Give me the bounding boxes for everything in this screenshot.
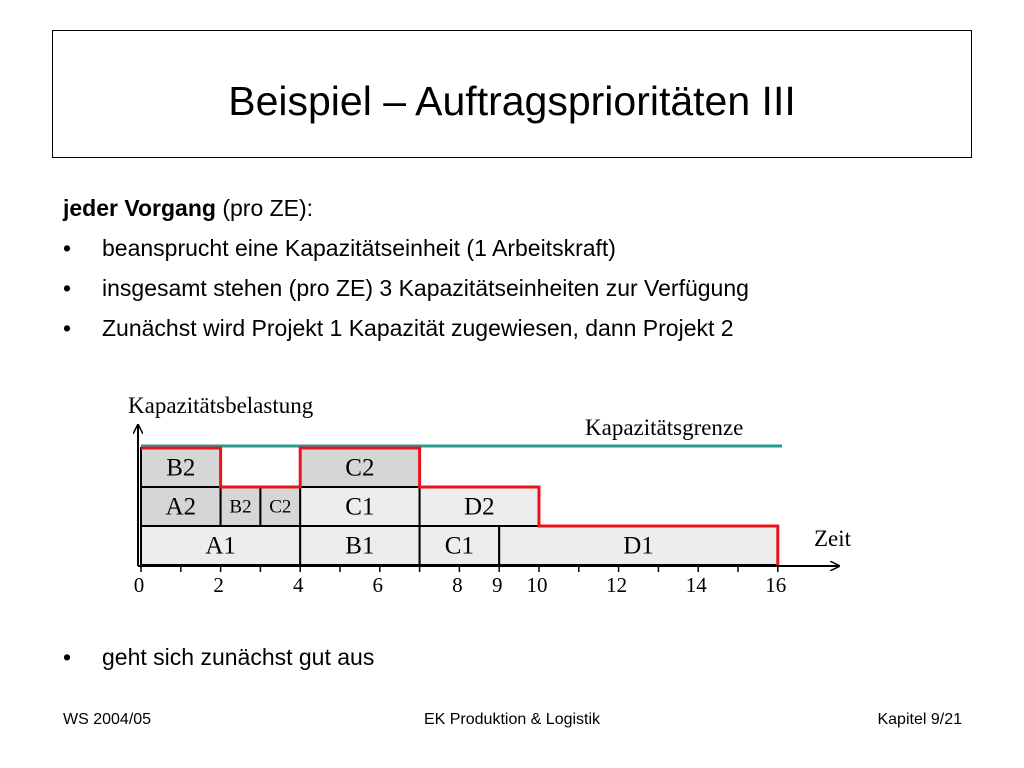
bullet-text: beansprucht eine Kapazitätseinheit (1 Ar… — [102, 235, 616, 261]
lines-layer — [141, 444, 782, 565]
block-label: B2 — [229, 497, 251, 518]
block-label: A1 — [205, 533, 236, 560]
x-tick-label: 9 — [492, 573, 503, 597]
bullet-text: geht sich zunächst gut aus — [102, 644, 375, 670]
capacity-label: Kapazitätsgrenze — [585, 415, 743, 440]
x-tick-label: 6 — [373, 573, 384, 597]
capacity-diagram: A1 B1 C1 D1 A2 B2 C2 C1 D2 B2 C2 0 2 4 6 8 9 10 12 14 16 Ka… — [128, 393, 852, 597]
bullet-item: • geht sich zunächst gut aus — [63, 642, 374, 672]
block-label: A2 — [166, 494, 197, 521]
intro-bold: jeder Vorgang — [63, 195, 216, 221]
x-tick-label: 2 — [213, 573, 224, 597]
block-label: C1 — [445, 533, 474, 560]
block-label: C1 — [345, 494, 374, 521]
bullet-text: insgesamt stehen (pro ZE) 3 Kapazitätsei… — [102, 275, 749, 301]
footer-left: WS 2004/05 — [63, 711, 152, 728]
block-label: D1 — [623, 533, 654, 560]
title-box: Beispiel – Auftragsprioritäten III — [52, 30, 972, 158]
bullet-item: • beansprucht eine Kapazitätseinheit (1 A… — [63, 233, 749, 263]
bullet-list-bottom: • geht sich zunächst gut aus — [63, 642, 374, 682]
block-a1-level-0 — [140, 525, 302, 566]
x-tick-label: 8 — [452, 573, 463, 597]
bullet-list: • beansprucht eine Kapazitätseinheit (1 A… — [63, 233, 749, 353]
block-b2-level-2 — [140, 447, 222, 488]
bullet-dot: • — [63, 275, 72, 301]
bullet-item: • Zunächst wird Projekt 1 Kapazität zugew… — [63, 313, 749, 343]
bullet-dot: • — [63, 235, 72, 261]
block-c2-level-1 — [259, 486, 302, 527]
x-tick-label: 10 — [527, 573, 548, 597]
x-tick-label: 0 — [134, 573, 145, 597]
x-tick-label: 12 — [606, 573, 627, 597]
axis-layer: 0 2 4 6 8 9 10 12 14 16 — [134, 426, 838, 597]
page-title: Beispiel – Auftragsprioritäten III — [228, 78, 796, 124]
block-label: C2 — [345, 455, 374, 482]
x-tick-label: 14 — [686, 573, 708, 597]
block-d2-level-1 — [418, 486, 541, 527]
bullet-text: Zunächst wird Projekt 1 Kapazität zugewi… — [102, 315, 734, 341]
load-profile-line — [141, 446, 780, 565]
bullet-dot: • — [63, 644, 72, 670]
block-label: C2 — [269, 497, 291, 518]
bullet-item: • insgesamt stehen (pro ZE) 3 Kapazitätse… — [63, 273, 749, 303]
intro-line: jeder Vorgang (pro ZE): — [63, 193, 313, 223]
y-axis-label: Kapazitätsbelastung — [128, 393, 314, 418]
x-axis-label: Zeit — [814, 526, 852, 551]
intro-rest: (pro ZE): — [215, 195, 314, 221]
block-label: B1 — [345, 533, 374, 560]
bullet-dot: • — [63, 315, 72, 341]
block-label: B2 — [166, 455, 195, 482]
footer-center: EK Produktion & Logistik — [423, 711, 601, 728]
block-label: D2 — [464, 494, 495, 521]
x-tick-label: 4 — [293, 573, 304, 597]
block-c1-level-1 — [299, 486, 421, 527]
blocks-layer: A1 B1 C1 D1 A2 B2 C2 C1 D2 B2 C2 — [140, 447, 779, 566]
x-tick-label: 16 — [765, 573, 786, 597]
footer-right: Kapitel 9/21 — [877, 711, 962, 728]
